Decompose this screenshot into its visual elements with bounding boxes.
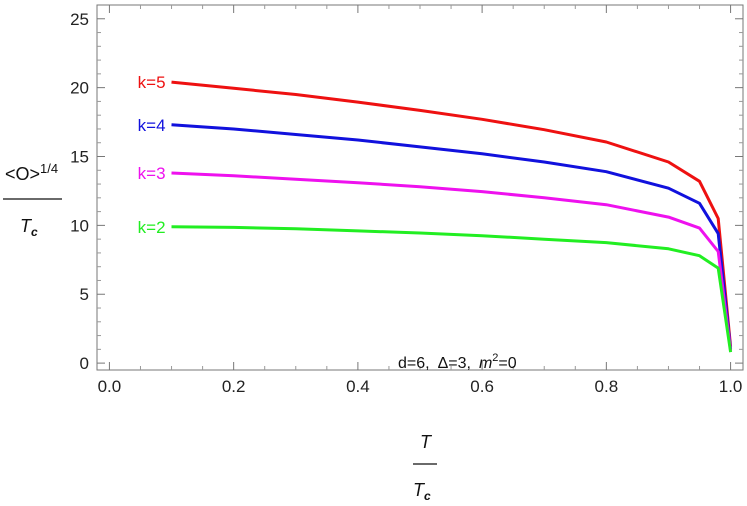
- y-tick-label: 15: [70, 148, 89, 167]
- series-line-k3: [171, 171, 733, 351]
- series-label: k=2: [138, 218, 166, 237]
- x-axis-title-numerator: T: [420, 432, 433, 452]
- x-tick-label: 0.6: [470, 377, 494, 396]
- y-tick-label: 0: [80, 354, 89, 373]
- series-line-k4: [171, 123, 733, 350]
- x-tick-label: 0.8: [595, 377, 619, 396]
- y-axis: 0 5 10 15 20 25: [70, 10, 743, 373]
- y-axis-title-numerator: <O>1/4: [5, 161, 58, 184]
- y-tick-label: 10: [70, 216, 89, 235]
- y-axis-title-denominator: Tc: [20, 216, 38, 239]
- series-label: k=4: [138, 116, 166, 135]
- x-tick-label: 0.2: [222, 377, 246, 396]
- series-label: k=3: [138, 164, 166, 183]
- x-tick-label: 0.0: [98, 377, 122, 396]
- y-tick-label: 5: [80, 285, 89, 304]
- x-axis-title-denominator: Tc: [413, 480, 431, 503]
- series-line-k2: [171, 225, 733, 353]
- y-tick-label: 25: [70, 10, 89, 29]
- x-tick-label: 1.0: [719, 377, 743, 396]
- annotation: d=6, Δ=3, m2=0: [398, 352, 517, 372]
- x-axis: 0.0 0.2 0.4 0.6 0.8 1.0: [98, 5, 743, 396]
- y-axis-title: <O>1/4 Tc: [3, 161, 62, 239]
- series-labels: k=5 k=4 k=3 k=2: [138, 73, 166, 237]
- series-label: k=5: [138, 73, 166, 92]
- y-tick-label: 20: [70, 79, 89, 98]
- series-line-k5: [171, 80, 733, 347]
- x-axis-title: T Tc: [413, 432, 437, 503]
- x-tick-label: 0.4: [346, 377, 370, 396]
- series-lines: [171, 80, 733, 353]
